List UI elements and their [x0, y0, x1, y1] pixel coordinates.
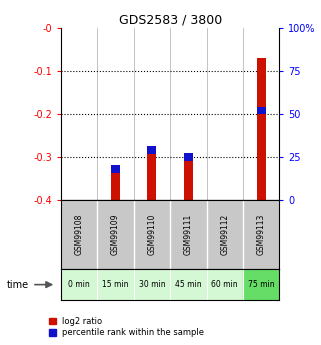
Text: 0 min: 0 min	[68, 280, 90, 289]
Text: GSM99110: GSM99110	[147, 214, 156, 255]
Title: GDS2583 / 3800: GDS2583 / 3800	[118, 13, 222, 27]
Bar	[243, 269, 279, 300]
Bar	[206, 269, 243, 300]
Bar	[111, 168, 120, 200]
Bar	[147, 150, 157, 200]
Bar	[256, 58, 266, 200]
Bar	[134, 269, 170, 300]
Text: GSM99113: GSM99113	[256, 214, 265, 255]
Text: 45 min: 45 min	[175, 280, 202, 289]
Text: 15 min: 15 min	[102, 280, 129, 289]
Bar	[147, 146, 157, 154]
Text: GSM99108: GSM99108	[75, 214, 84, 255]
Bar	[256, 107, 266, 114]
Text: time: time	[6, 280, 29, 289]
Text: 75 min: 75 min	[248, 280, 274, 289]
Text: 30 min: 30 min	[139, 280, 165, 289]
Text: GSM99111: GSM99111	[184, 214, 193, 255]
Text: GSM99112: GSM99112	[220, 214, 229, 255]
Text: GSM99109: GSM99109	[111, 214, 120, 255]
Bar	[184, 159, 193, 200]
Bar	[170, 269, 206, 300]
Legend: log2 ratio, percentile rank within the sample: log2 ratio, percentile rank within the s…	[49, 317, 204, 337]
Bar	[184, 153, 193, 161]
Bar	[61, 269, 97, 300]
Text: 60 min: 60 min	[212, 280, 238, 289]
Bar	[111, 165, 120, 173]
Bar	[97, 269, 134, 300]
